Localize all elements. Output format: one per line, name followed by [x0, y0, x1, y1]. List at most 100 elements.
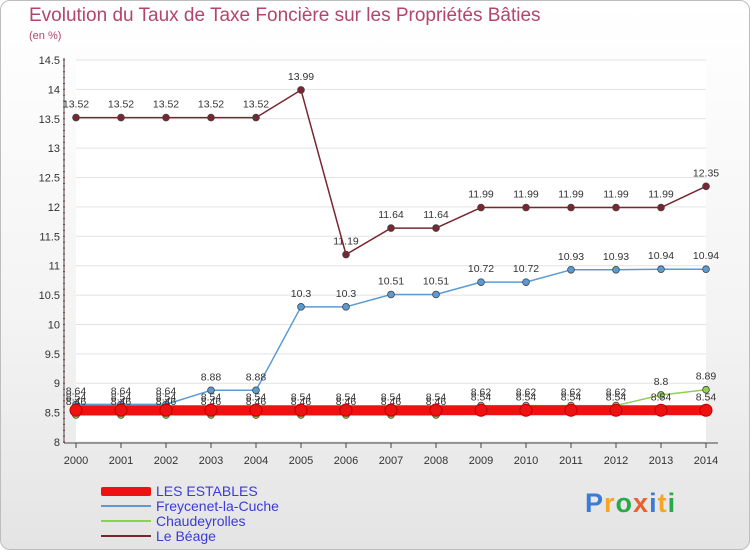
data-point	[432, 290, 440, 299]
data-point	[609, 403, 623, 417]
data-label: 13.52	[198, 99, 224, 111]
legend-swatch	[101, 487, 151, 496]
data-label: 10.72	[513, 263, 539, 275]
data-point	[342, 250, 350, 259]
logo-letter: P	[585, 488, 605, 518]
y-tick-label: 13.5	[39, 114, 60, 126]
logo-letter: i	[649, 488, 658, 518]
logo-letter: o	[615, 488, 634, 518]
data-label: 8.89	[696, 371, 717, 383]
data-point	[477, 278, 485, 286]
data-label: 8.88	[246, 371, 267, 383]
data-point	[657, 265, 665, 274]
logo-letter: i	[667, 488, 677, 518]
data-point	[474, 403, 488, 417]
legend-swatch	[101, 520, 151, 522]
logo-letter: x	[633, 488, 650, 518]
data-point	[567, 266, 575, 274]
data-point	[702, 265, 710, 274]
x-tick-label: 2007	[379, 455, 403, 467]
data-label: 8.54	[651, 391, 672, 403]
x-tick-label: 2008	[424, 455, 448, 467]
data-point	[564, 403, 578, 417]
logo-letter: t	[657, 488, 668, 518]
y-tick-label: 11.5	[39, 231, 60, 243]
legend-label: Le Béage	[156, 528, 216, 544]
y-tick-label: 10	[48, 319, 60, 331]
data-point	[657, 203, 665, 212]
data-label: 13.99	[288, 71, 314, 83]
x-tick-label: 2001	[109, 455, 133, 467]
data-label: 10.93	[603, 251, 629, 263]
data-label: 8.88	[201, 371, 222, 383]
data-label: 8.54	[111, 391, 132, 403]
data-point	[657, 391, 665, 399]
data-label: 8.46	[201, 396, 222, 408]
data-point	[477, 203, 485, 212]
data-label: 8.62	[471, 387, 492, 399]
data-label: 8.54	[426, 391, 447, 403]
data-label: 10.51	[423, 275, 449, 287]
legend-label: Chaudeyrolles	[156, 513, 246, 529]
data-label: 8.64	[66, 385, 87, 397]
data-label: 10.3	[291, 288, 312, 300]
data-point	[207, 386, 215, 395]
x-tick-label: 2006	[334, 455, 358, 467]
data-label: 8.46	[426, 396, 447, 408]
data-label: 11.99	[558, 189, 584, 201]
data-label: 8.62	[516, 387, 537, 399]
x-tick-label: 2000	[64, 455, 88, 467]
data-point	[249, 403, 263, 417]
data-point	[699, 403, 713, 417]
legend-label: LES ESTABLES	[156, 483, 258, 499]
x-tick-label: 2012	[604, 455, 628, 467]
data-label: 8.46	[156, 396, 177, 408]
logo-letter: r	[604, 488, 616, 518]
data-label: 8.62	[606, 387, 627, 399]
data-label: 10.93	[558, 251, 584, 263]
y-tick-label: 12.5	[39, 173, 60, 185]
data-label: 8.46	[336, 396, 357, 408]
data-point	[207, 113, 215, 122]
data-point	[387, 290, 395, 299]
data-label: 8.54	[381, 391, 402, 403]
data-point	[159, 403, 173, 417]
x-tick-label: 2005	[289, 455, 313, 467]
legend-swatch	[101, 505, 151, 507]
data-point	[567, 203, 575, 212]
x-tick-label: 2004	[244, 455, 268, 467]
y-tick-label: 11	[49, 261, 60, 273]
data-point	[252, 113, 260, 122]
data-label: 8.64	[156, 385, 177, 397]
data-label: 11.19	[333, 236, 359, 248]
data-point	[252, 386, 260, 395]
plot-area	[76, 60, 706, 442]
data-point	[204, 403, 218, 417]
data-label: 8.54	[201, 391, 222, 403]
data-point	[522, 203, 530, 212]
data-label: 8.46	[291, 396, 312, 408]
data-label: 8.54	[696, 391, 717, 403]
data-label: 8.54	[471, 391, 492, 403]
data-point	[702, 385, 710, 394]
x-tick-label: 2009	[469, 455, 493, 467]
data-label: 8.46	[246, 396, 267, 408]
y-tick-label: 14.5	[39, 55, 60, 67]
chart-unit: (en %)	[29, 30, 62, 42]
data-label: 8.8	[654, 376, 669, 388]
data-label: 8.54	[336, 391, 357, 403]
data-point	[69, 403, 83, 417]
data-label: 8.46	[66, 396, 87, 408]
data-point	[429, 403, 443, 417]
data-point	[522, 278, 530, 286]
data-label: 11.99	[648, 189, 674, 201]
data-label: 12.35	[693, 167, 719, 179]
data-label: 8.54	[156, 391, 177, 403]
data-label: 11.64	[423, 209, 449, 221]
data-label: 10.51	[378, 275, 404, 287]
x-tick-label: 2003	[199, 455, 223, 467]
data-label: 11.99	[603, 189, 629, 201]
data-point	[294, 403, 308, 417]
data-label: 10.3	[336, 288, 357, 300]
